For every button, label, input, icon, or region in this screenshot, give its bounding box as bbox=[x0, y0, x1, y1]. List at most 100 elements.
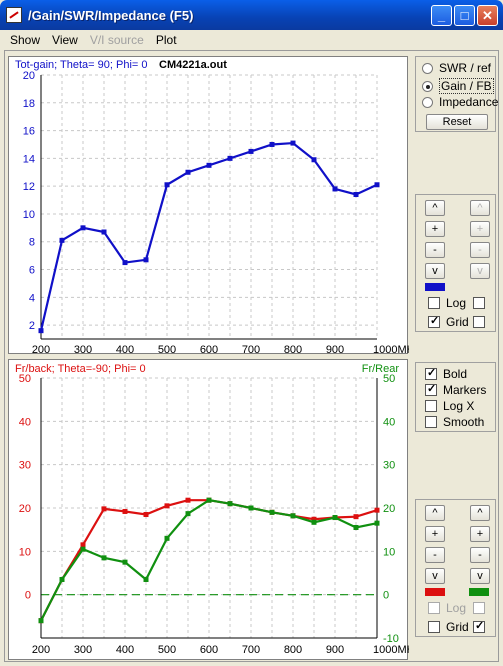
fr-rear-series-point bbox=[122, 559, 128, 565]
gain-right-up-button[interactable]: ^ bbox=[470, 200, 490, 216]
gain-log-option[interactable]: Log bbox=[428, 296, 466, 310]
gain-data-point bbox=[374, 182, 380, 188]
y-left-tick-label: 30 bbox=[19, 460, 31, 472]
y-tick-label: 6 bbox=[29, 265, 35, 277]
menu-vi-source[interactable]: V/I source bbox=[89, 33, 144, 47]
y-tick-label: 16 bbox=[23, 126, 35, 138]
fr-rear-series-point bbox=[290, 513, 296, 519]
fb-series-point bbox=[374, 507, 380, 513]
gain-down-button[interactable]: v bbox=[425, 263, 445, 279]
menu-bar: Show View V/I source Plot bbox=[4, 30, 499, 50]
y-right-tick-label: 40 bbox=[383, 416, 395, 428]
fr-rear-series-point bbox=[332, 515, 338, 521]
gain-up-button[interactable]: ^ bbox=[425, 200, 445, 216]
gain-right-plus-button[interactable]: + bbox=[470, 221, 490, 237]
markers-option[interactable]: Markers bbox=[425, 382, 486, 397]
gain-plot-title: Tot-gain; Theta= 90; Phi= 0 bbox=[15, 59, 148, 71]
gain-data-point bbox=[248, 148, 254, 154]
x-tick-label: 400 bbox=[116, 344, 134, 355]
fb-grid-option[interactable]: Grid bbox=[428, 620, 469, 634]
markers-checkbox[interactable] bbox=[425, 382, 437, 396]
bold-option[interactable]: Bold bbox=[425, 366, 467, 381]
gain-fb-option[interactable]: Gain / FB bbox=[422, 78, 494, 94]
logx-checkbox[interactable] bbox=[425, 400, 437, 412]
gain-right-down-button[interactable]: v bbox=[470, 263, 490, 279]
fr-plus-button[interactable]: + bbox=[470, 526, 490, 542]
fr-rear-series-point bbox=[353, 525, 359, 530]
gain-right-grid-checkbox[interactable] bbox=[473, 316, 485, 328]
x-tick-label: 200 bbox=[32, 344, 50, 355]
y-right-tick-label: 20 bbox=[383, 503, 395, 515]
gain-radio[interactable] bbox=[422, 80, 433, 92]
fr-grid-checkbox[interactable] bbox=[473, 619, 485, 633]
title-bar: /Gain/SWR/Impedance (F5) bbox=[0, 0, 503, 30]
fr-minus-button[interactable]: - bbox=[470, 547, 490, 563]
fb-color-swatch[interactable] bbox=[425, 588, 445, 596]
reset-button[interactable]: Reset bbox=[426, 114, 488, 130]
menu-show[interactable]: Show bbox=[10, 33, 41, 47]
main-frame bbox=[4, 50, 499, 662]
x-tick-label: 200 bbox=[32, 644, 50, 656]
y-left-tick-label: 50 bbox=[19, 373, 31, 385]
fr-rear-series-point bbox=[374, 520, 380, 526]
gain-plot[interactable]: Tot-gain; Theta= 90; Phi= 0 CM4221a.out 2 4… bbox=[8, 56, 409, 355]
logx-option[interactable]: Log X bbox=[425, 399, 474, 413]
swr-radio[interactable] bbox=[422, 62, 433, 74]
fb-series-point bbox=[353, 514, 359, 520]
x-tick-label: 500 bbox=[158, 344, 176, 355]
fr-down-button[interactable]: v bbox=[470, 568, 490, 584]
gain-data-point bbox=[269, 141, 275, 147]
gain-data-point bbox=[143, 257, 149, 263]
fb-minus-button[interactable]: - bbox=[425, 547, 445, 563]
x-tick-label: 900 bbox=[326, 644, 344, 656]
fb-series-point bbox=[185, 497, 191, 503]
x-tick-label: 900 bbox=[326, 344, 344, 355]
y-left-tick-label: 10 bbox=[19, 546, 31, 558]
menu-view[interactable]: View bbox=[52, 33, 78, 47]
fb-log-option[interactable]: Log bbox=[428, 601, 466, 615]
fb-series-point bbox=[80, 542, 86, 548]
front-back-plot[interactable]: Fr/back; Theta=-90; Phi= 0 Fr/Rear 50 40 30 2… bbox=[8, 359, 409, 660]
fb-up-button[interactable]: ^ bbox=[425, 505, 445, 521]
fb-series-point bbox=[311, 516, 317, 522]
menu-plot[interactable]: Plot bbox=[155, 33, 177, 47]
gain-right-minus-button[interactable]: - bbox=[470, 242, 490, 258]
x-tick-label: 500 bbox=[158, 644, 176, 656]
gain-grid-option[interactable]: Grid bbox=[428, 314, 469, 329]
impedance-option[interactable]: Impedance bbox=[422, 95, 498, 109]
y-left-tick-label: 20 bbox=[19, 503, 31, 515]
x-tick-label: 600 bbox=[200, 344, 218, 355]
gain-log-checkbox[interactable] bbox=[428, 297, 440, 309]
fr-up-button[interactable]: ^ bbox=[470, 505, 490, 521]
minimize-button[interactable]: _ bbox=[431, 5, 452, 26]
fb-down-button[interactable]: v bbox=[425, 568, 445, 584]
fb-plus-button[interactable]: + bbox=[425, 526, 445, 542]
fr-rear-series-point bbox=[206, 497, 212, 503]
gain-data-point bbox=[38, 328, 44, 334]
fb-log-checkbox[interactable] bbox=[428, 602, 440, 614]
gain-right-log-checkbox[interactable] bbox=[473, 297, 485, 309]
smooth-option[interactable]: Smooth bbox=[425, 415, 484, 429]
y-right-tick-label: 30 bbox=[383, 460, 395, 472]
gain-grid-checkbox[interactable] bbox=[428, 314, 440, 328]
close-button[interactable]: ✕ bbox=[477, 5, 498, 26]
bold-checkbox[interactable] bbox=[425, 366, 437, 380]
window-title: /Gain/SWR/Impedance (F5) bbox=[28, 7, 194, 23]
smooth-checkbox[interactable] bbox=[425, 416, 437, 428]
fb-series-point bbox=[122, 508, 128, 514]
fr-rear-series-point bbox=[311, 519, 317, 525]
fr-color-swatch[interactable] bbox=[469, 588, 489, 596]
gain-minus-button[interactable]: - bbox=[425, 242, 445, 258]
swr-ref-option[interactable]: SWR / ref bbox=[422, 61, 491, 75]
gain-data-point bbox=[332, 186, 338, 192]
output-filename: CM4221a.out bbox=[159, 59, 227, 71]
fb-plot-title: Fr/back; Theta=-90; Phi= 0 bbox=[15, 363, 146, 375]
x-tick-label: 300 bbox=[74, 344, 92, 355]
fb-grid-checkbox[interactable] bbox=[428, 621, 440, 633]
gain-color-swatch[interactable] bbox=[425, 283, 445, 291]
impedance-radio[interactable] bbox=[422, 96, 433, 108]
y-right-tick-label: -10 bbox=[383, 633, 399, 645]
fr-log-checkbox[interactable] bbox=[473, 602, 485, 614]
maximize-button[interactable]: □ bbox=[454, 5, 475, 26]
gain-plus-button[interactable]: + bbox=[425, 221, 445, 237]
